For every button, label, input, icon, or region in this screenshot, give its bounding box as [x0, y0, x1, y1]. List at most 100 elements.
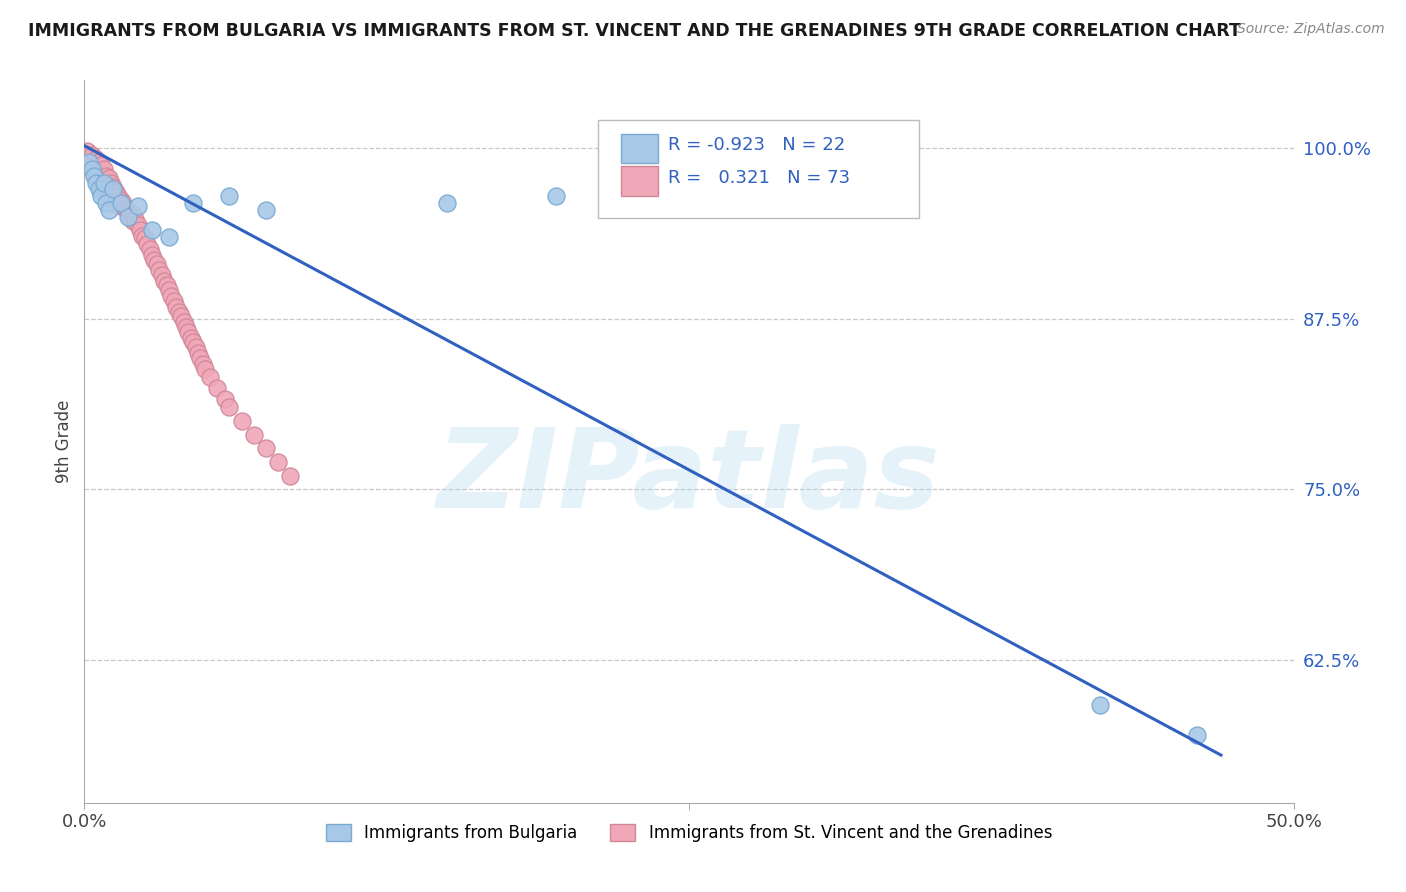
Y-axis label: 9th Grade: 9th Grade [55, 400, 73, 483]
Point [173, 315, 195, 329]
Point [83, 169, 105, 183]
Point [160, 288, 183, 302]
Point [191, 357, 214, 371]
Legend: Immigrants from Bulgaria, Immigrants from St. Vincent and the Grenadines: Immigrants from Bulgaria, Immigrants fro… [319, 817, 1059, 848]
Text: R =   0.321   N = 73: R = 0.321 N = 73 [668, 169, 851, 186]
Point [90, 176, 112, 190]
Point [436, 196, 458, 211]
Point [214, 392, 236, 407]
Point [121, 213, 143, 227]
Point [80, 161, 103, 176]
Point [103, 196, 125, 211]
Point [110, 193, 132, 207]
Point [143, 253, 166, 268]
Point [157, 283, 180, 297]
Point [231, 414, 253, 428]
Point [83, 158, 105, 172]
FancyBboxPatch shape [621, 166, 658, 196]
Point [86, 153, 108, 167]
Point [167, 305, 190, 319]
Point [170, 309, 193, 323]
Point [110, 199, 132, 213]
Point [90, 189, 112, 203]
Point [138, 243, 160, 257]
Point [177, 326, 200, 340]
Point [97, 189, 120, 203]
Point [187, 346, 209, 360]
Point [218, 189, 240, 203]
Point [77, 155, 100, 169]
Point [124, 212, 146, 227]
Point [87, 155, 110, 169]
Point [100, 193, 122, 207]
Point [181, 196, 204, 211]
Point [117, 204, 139, 219]
Text: R = -0.923   N = 22: R = -0.923 N = 22 [668, 136, 845, 154]
Point [278, 468, 301, 483]
Point [184, 341, 207, 355]
Point [97, 202, 120, 217]
Point [86, 161, 108, 176]
Text: ZIPatlas: ZIPatlas [437, 425, 941, 531]
Point [77, 153, 100, 167]
Text: Source: ZipAtlas.com: Source: ZipAtlas.com [1237, 22, 1385, 37]
Point [94, 185, 117, 199]
Point [134, 231, 156, 245]
Point [131, 228, 153, 243]
Point [104, 185, 127, 199]
Point [76, 144, 98, 158]
Text: IMMIGRANTS FROM BULGARIA VS IMMIGRANTS FROM ST. VINCENT AND THE GRENADINES 9TH G: IMMIGRANTS FROM BULGARIA VS IMMIGRANTS F… [28, 22, 1241, 40]
Point [90, 158, 112, 172]
Point [87, 169, 110, 183]
Point [544, 189, 567, 203]
Point [218, 401, 240, 415]
Point [150, 268, 173, 283]
Point [112, 196, 135, 211]
Point [80, 148, 103, 162]
FancyBboxPatch shape [621, 134, 658, 163]
Point [77, 158, 100, 172]
Point [129, 223, 152, 237]
Point [1088, 698, 1111, 712]
Point [207, 381, 229, 395]
Point [127, 199, 149, 213]
Point [120, 210, 142, 224]
Point [242, 427, 264, 442]
Point [114, 202, 136, 216]
Point [94, 169, 117, 183]
Point [117, 210, 139, 224]
Point [76, 148, 98, 162]
Point [87, 182, 110, 196]
Point [107, 189, 129, 203]
Point [103, 179, 125, 194]
Point [83, 166, 105, 180]
FancyBboxPatch shape [599, 120, 918, 218]
Point [100, 176, 122, 190]
Point [97, 171, 120, 186]
Point [93, 179, 115, 194]
Point [86, 176, 108, 190]
Point [254, 202, 277, 217]
Point [153, 274, 176, 288]
Point [127, 218, 149, 232]
Point [110, 196, 132, 211]
Point [190, 351, 212, 366]
Point [165, 300, 187, 314]
Point [94, 196, 117, 211]
Point [181, 334, 204, 349]
Point [174, 320, 197, 334]
Point [141, 223, 163, 237]
Point [141, 248, 163, 262]
Point [121, 207, 143, 221]
Point [103, 182, 125, 196]
Point [93, 161, 115, 176]
Point [163, 294, 186, 309]
Point [148, 262, 170, 277]
Point [136, 236, 159, 251]
Point [1185, 728, 1208, 742]
Point [146, 257, 169, 271]
Point [80, 155, 103, 169]
Point [198, 370, 221, 384]
Point [180, 331, 202, 345]
Point [254, 442, 277, 456]
